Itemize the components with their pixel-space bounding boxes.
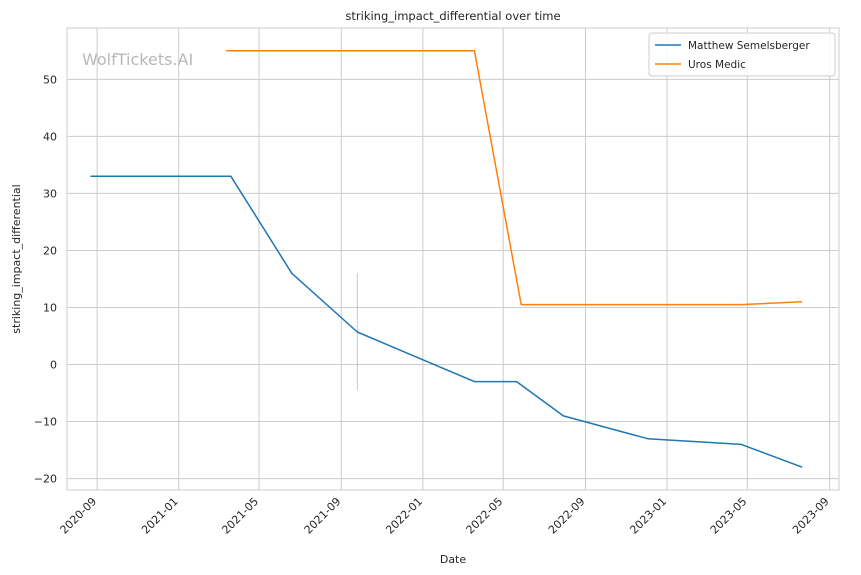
plot-frame <box>66 27 840 491</box>
y-axis-label: striking_impact_differential <box>10 184 23 333</box>
y-tick-label: 10 <box>43 301 57 314</box>
y-tick-label: 40 <box>43 130 57 143</box>
chart-title: striking_impact_differential over time <box>345 9 560 23</box>
y-tick-label: 20 <box>43 244 57 257</box>
y-tick-label: 0 <box>50 359 57 372</box>
series-layer <box>90 50 803 468</box>
x-axis-label: Date <box>440 553 467 566</box>
y-axis: −20 −10 0 10 20 30 40 50 <box>34 73 57 485</box>
legend-frame <box>648 32 836 77</box>
y-tick-label: −10 <box>34 416 57 429</box>
series-line-matthew-semelsberger <box>90 175 803 468</box>
y-tick-label: 50 <box>43 73 57 86</box>
y-tick-label: −20 <box>34 473 57 486</box>
y-tick-label: 30 <box>43 187 57 200</box>
watermark: WolfTickets.AI <box>82 50 193 69</box>
series-line-uros-medic <box>226 50 803 306</box>
legend: Matthew Semelsberger Uros Medic <box>648 32 836 77</box>
legend-label-uros-medic: Uros Medic <box>688 59 746 71</box>
grid <box>67 28 839 490</box>
legend-label-matthew-semelsberger: Matthew Semelsberger <box>688 40 810 52</box>
